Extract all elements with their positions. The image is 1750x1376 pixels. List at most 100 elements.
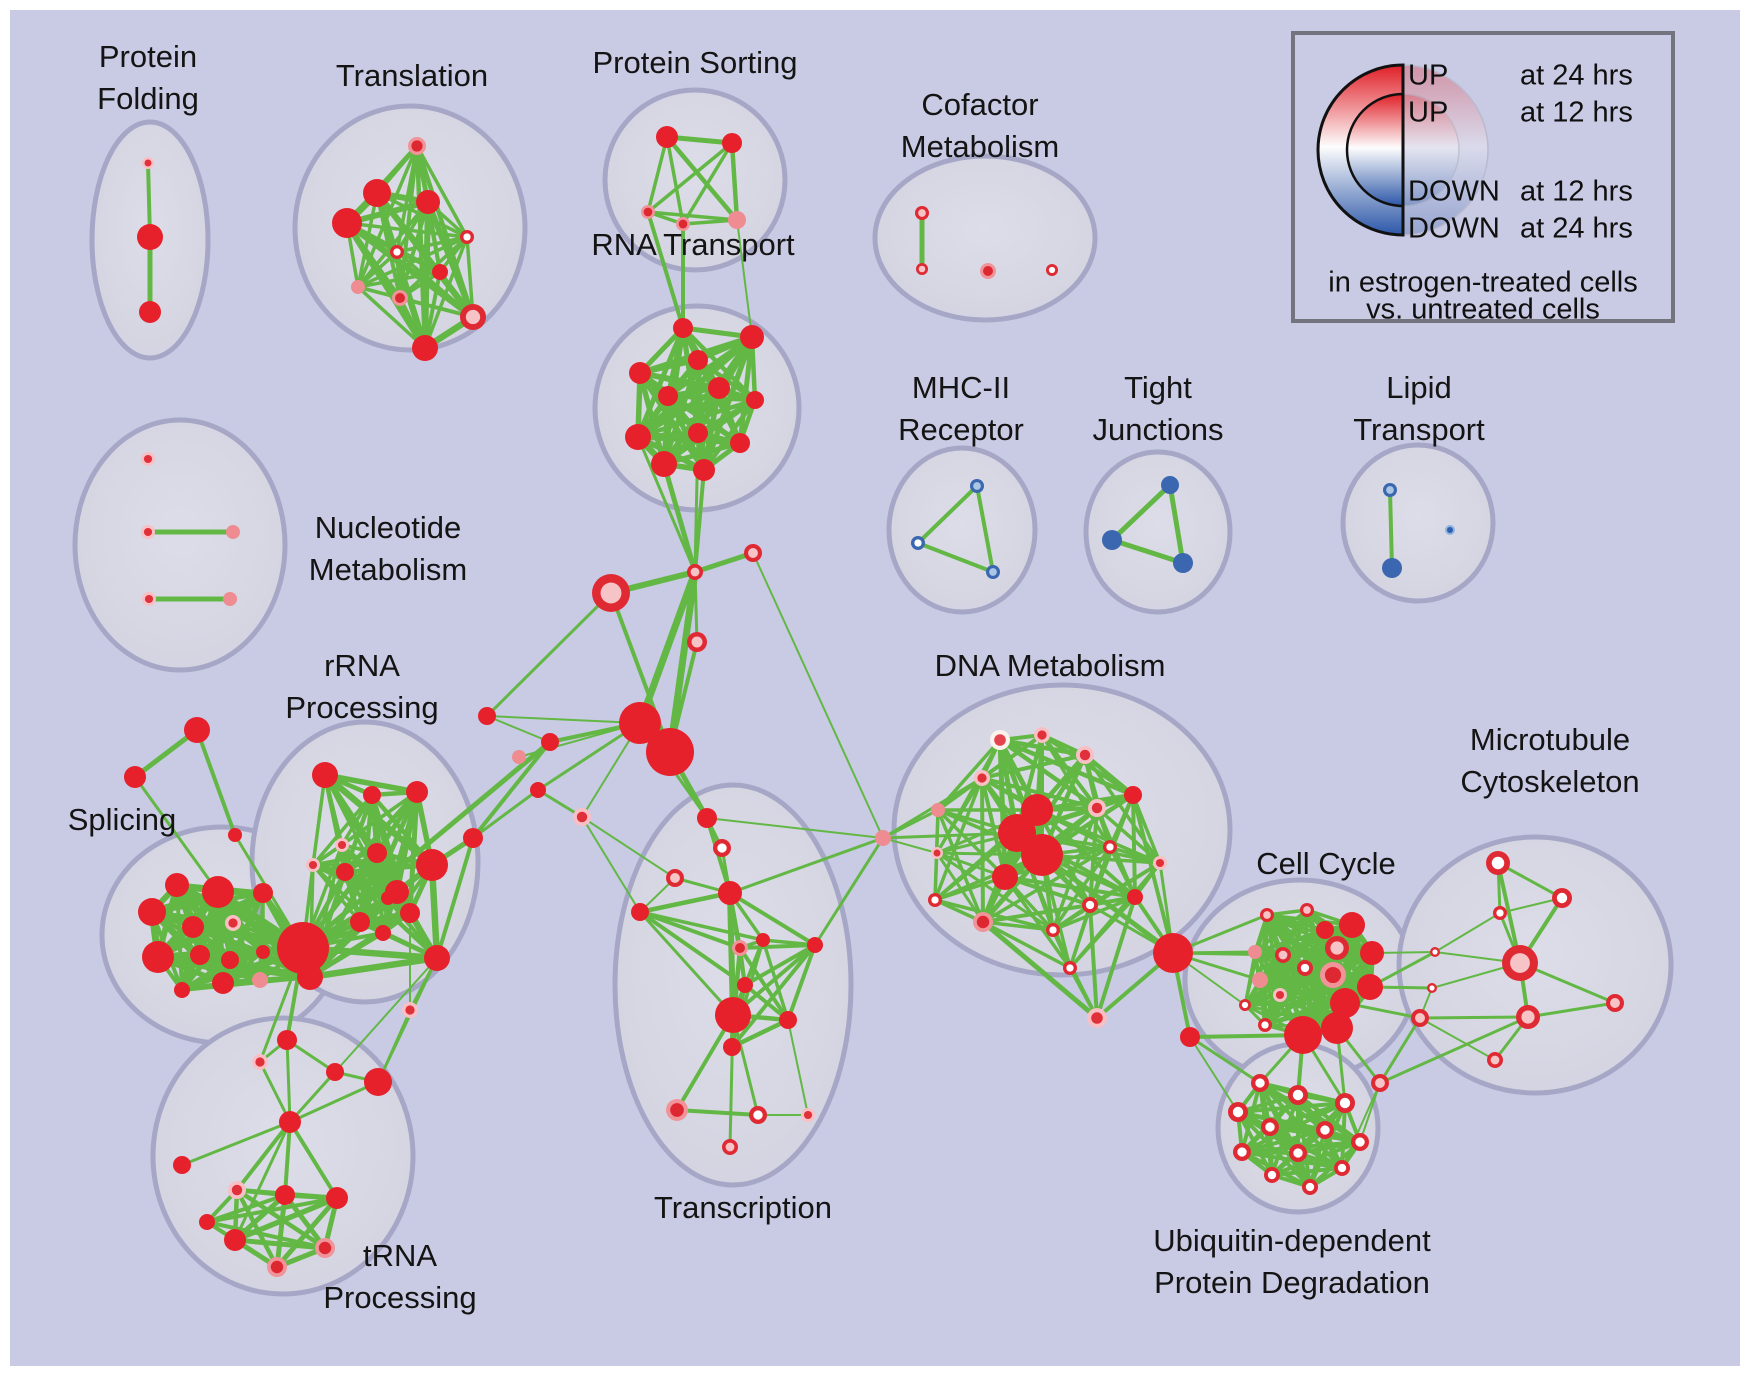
node-red	[651, 451, 677, 477]
edge	[288, 1120, 339, 1200]
node-whitecore	[1063, 961, 1077, 975]
node-red	[412, 335, 438, 361]
cluster-label-rna-transport: RNA Transport	[591, 227, 795, 262]
edge-dna	[1051, 895, 1137, 932]
node-pinkcore	[1487, 1052, 1503, 1068]
node-red	[253, 883, 273, 903]
cluster-nucleotide-metabolism	[72, 417, 288, 673]
edge-cell-cycle	[1253, 908, 1309, 954]
edge	[283, 1120, 292, 1197]
node-red2	[315, 1238, 335, 1258]
node-red	[708, 377, 730, 399]
node-pinkcore	[1300, 903, 1314, 917]
node-red	[137, 224, 163, 250]
edge	[1496, 861, 1564, 900]
edge-rna-transport	[737, 334, 755, 446]
edge	[728, 836, 885, 895]
edge	[1418, 1015, 1530, 1020]
edge-dna	[981, 903, 1092, 924]
cluster-mhc-ii-receptor	[886, 445, 1038, 615]
cluster-label-mhc-ii-receptor: Receptor	[898, 412, 1024, 447]
edge	[1378, 1016, 1422, 1085]
cluster-label-cofactor-metabolism: Cofactor	[921, 87, 1038, 122]
node-red	[619, 702, 661, 744]
edge	[736, 219, 753, 338]
node-red	[722, 133, 742, 153]
edge-trna	[232, 1192, 288, 1243]
node-red	[1330, 988, 1360, 1018]
node-red	[364, 1068, 392, 1096]
legend-time-up-12: at 12 hrs	[1520, 97, 1633, 129]
node-red	[1021, 794, 1053, 826]
legend-updown-glyph	[1316, 63, 1489, 237]
node-red	[424, 945, 450, 971]
node-whitecore	[1335, 1093, 1355, 1113]
legend-footer-line2: vs. untreated cells	[1366, 294, 1600, 326]
node-pinkcore	[460, 304, 486, 330]
node-whitecore	[1103, 840, 1117, 854]
edge-rna-transport	[635, 397, 758, 440]
edge-dna	[980, 776, 985, 924]
edge	[1131, 793, 1175, 955]
node-red2	[267, 1257, 287, 1277]
node-pinkring	[252, 1054, 268, 1070]
node-red	[363, 179, 391, 207]
cluster-label-protein-sorting: Protein Sorting	[592, 45, 797, 80]
node-red	[416, 849, 448, 881]
edge-rrna	[311, 851, 379, 867]
edge-transcription	[730, 943, 817, 1049]
node-pinkcore	[1325, 936, 1349, 960]
edge-protein-sorting	[729, 140, 740, 223]
legend-time-down-12: at 12 hrs	[1520, 176, 1633, 208]
node-pinkring	[1273, 988, 1287, 1002]
cluster-label-nucleotide-metabolism: Metabolism	[309, 552, 468, 587]
node-red	[1180, 1027, 1200, 1047]
edge-dna	[981, 920, 1055, 932]
edge-transcription	[786, 943, 817, 1022]
edge-ubiquitin	[1236, 1101, 1347, 1114]
node-whitecore	[749, 1106, 767, 1124]
node-whitecore	[1334, 1160, 1350, 1176]
node-red	[530, 782, 546, 798]
edge	[285, 1038, 292, 1124]
edge-rrna	[311, 773, 327, 867]
edge-dna	[1068, 895, 1137, 970]
node-whitecore	[1351, 1133, 1369, 1151]
node-red2	[1320, 962, 1346, 988]
edge-transcription	[638, 910, 747, 987]
edge	[881, 831, 1019, 840]
node-red	[807, 937, 823, 953]
edge-translation	[415, 144, 469, 239]
node-pink	[931, 803, 945, 817]
legend-dir-up-12: UP	[1408, 97, 1448, 129]
node-whitecore	[1493, 906, 1507, 920]
edge-dna	[1040, 733, 1112, 849]
edge-rna-transport	[665, 393, 758, 403]
node-pinkcore	[744, 544, 762, 562]
node-pinkring	[335, 838, 349, 852]
legend: UP at 24 hrs UP at 12 hrs DOWN at 12 hrs…	[1291, 31, 1675, 326]
edge-ubiquitin	[1270, 1166, 1344, 1177]
node-red	[1021, 834, 1063, 876]
edge	[675, 1108, 760, 1117]
node-red	[326, 1063, 344, 1081]
node-red	[1339, 912, 1365, 938]
node-pinkring	[225, 915, 241, 931]
edge	[195, 728, 237, 837]
node-whitecore	[1486, 851, 1510, 875]
node-red	[199, 1214, 215, 1230]
node-whitecore	[390, 245, 404, 259]
node-whitecore	[1427, 983, 1437, 993]
cluster-label-cell-cycle: Cell Cycle	[1256, 846, 1396, 881]
cluster-label-rrna-processing: rRNA	[324, 648, 400, 683]
node-whitecore	[1251, 1074, 1269, 1092]
node-red	[688, 350, 708, 370]
node-red	[173, 1156, 191, 1174]
edge-dna	[981, 920, 1072, 970]
node-bluedot	[1445, 525, 1455, 535]
edge-rna-transport	[635, 325, 686, 440]
edge-protein-sorting	[646, 135, 669, 214]
edge	[1109, 537, 1186, 566]
node-whitecore	[1233, 1143, 1251, 1161]
node-whitering	[990, 730, 1010, 750]
